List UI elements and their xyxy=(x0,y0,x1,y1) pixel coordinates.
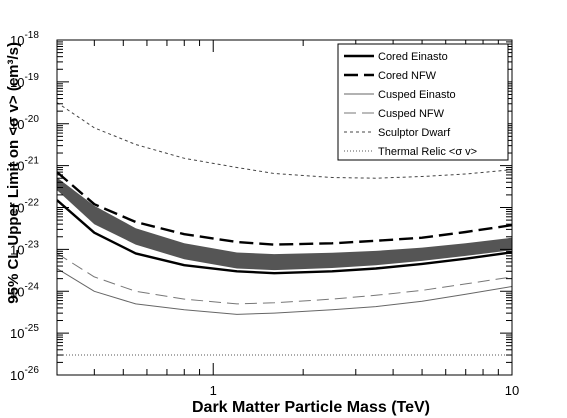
legend-label-cored-nfw: Cored NFW xyxy=(378,70,437,82)
y-tick-label-base: 10 xyxy=(10,159,24,174)
y-tick-label-base: 10 xyxy=(10,75,24,90)
y-tick-label-base: 10 xyxy=(10,242,24,257)
legend-label-sculptor-dwarf: Sculptor Dwarf xyxy=(378,127,451,139)
plot-area xyxy=(57,102,512,356)
y-tick-label: 10-25 xyxy=(10,323,39,341)
x-tick-labels: 1 10 xyxy=(210,383,520,398)
y-tick-label-base: 10 xyxy=(10,201,24,216)
y-tick-label-base: 10 xyxy=(10,117,24,132)
x-tick-label: 1 xyxy=(210,383,217,398)
y-tick-label-exponent: -25 xyxy=(24,323,39,334)
y-axis-title: 95% CL Upper Limit on <σ v> (cm³/s) xyxy=(5,42,22,304)
y-tick-labels: 10-2610-2510-2410-2310-2210-2110-2010-19… xyxy=(10,30,39,383)
y-tick-label: 10-22 xyxy=(10,198,39,216)
x-tick-label: 10 xyxy=(505,383,519,398)
y-tick-label-exponent: -21 xyxy=(24,156,39,167)
y-tick-label: 10-20 xyxy=(10,114,39,132)
y-tick-label-base: 10 xyxy=(10,326,24,341)
y-tick-label-base: 10 xyxy=(10,368,24,383)
y-tick-label: 10-21 xyxy=(10,156,39,174)
legend-box xyxy=(337,43,509,161)
y-tick-label-base: 10 xyxy=(10,33,24,48)
y-tick-label: 10-26 xyxy=(10,365,39,383)
y-tick-label: 10-18 xyxy=(10,30,39,48)
series-line-cored-einasto xyxy=(57,199,512,275)
uncertainty-band xyxy=(57,177,512,271)
y-tick-label-exponent: -20 xyxy=(24,114,39,125)
y-tick-label-base: 10 xyxy=(10,284,24,299)
series-line-sculptor-dwarf xyxy=(57,102,512,179)
y-tick-label-exponent: -24 xyxy=(24,281,39,292)
legend-label-cored-einasto: Cored Einasto xyxy=(378,51,448,63)
legend-label-cusped-nfw: Cusped NFW xyxy=(378,108,445,120)
y-tick-label-exponent: -22 xyxy=(24,198,39,209)
series-line-cusped-einasto xyxy=(57,268,512,315)
y-tick-label-exponent: -19 xyxy=(24,72,39,83)
y-tick-label-exponent: -18 xyxy=(24,30,39,41)
legend: Cored Einasto Cored NFW Cusped Einasto Cusp… xyxy=(337,43,509,161)
y-tick-label: 10-19 xyxy=(10,72,39,90)
y-tick-label-exponent: -23 xyxy=(24,239,39,250)
x-axis-title: Dark Matter Particle Mass (TeV) xyxy=(192,399,430,416)
series-line-cusped-nfw xyxy=(57,252,512,305)
legend-label-thermal-relic-v: Thermal Relic <σ v> xyxy=(378,146,477,158)
y-tick-label: 10-23 xyxy=(10,239,39,257)
y-tick-label-exponent: -26 xyxy=(24,365,39,376)
legend-label-cusped-einasto: Cusped Einasto xyxy=(378,89,456,101)
y-tick-label: 10-24 xyxy=(10,281,39,299)
